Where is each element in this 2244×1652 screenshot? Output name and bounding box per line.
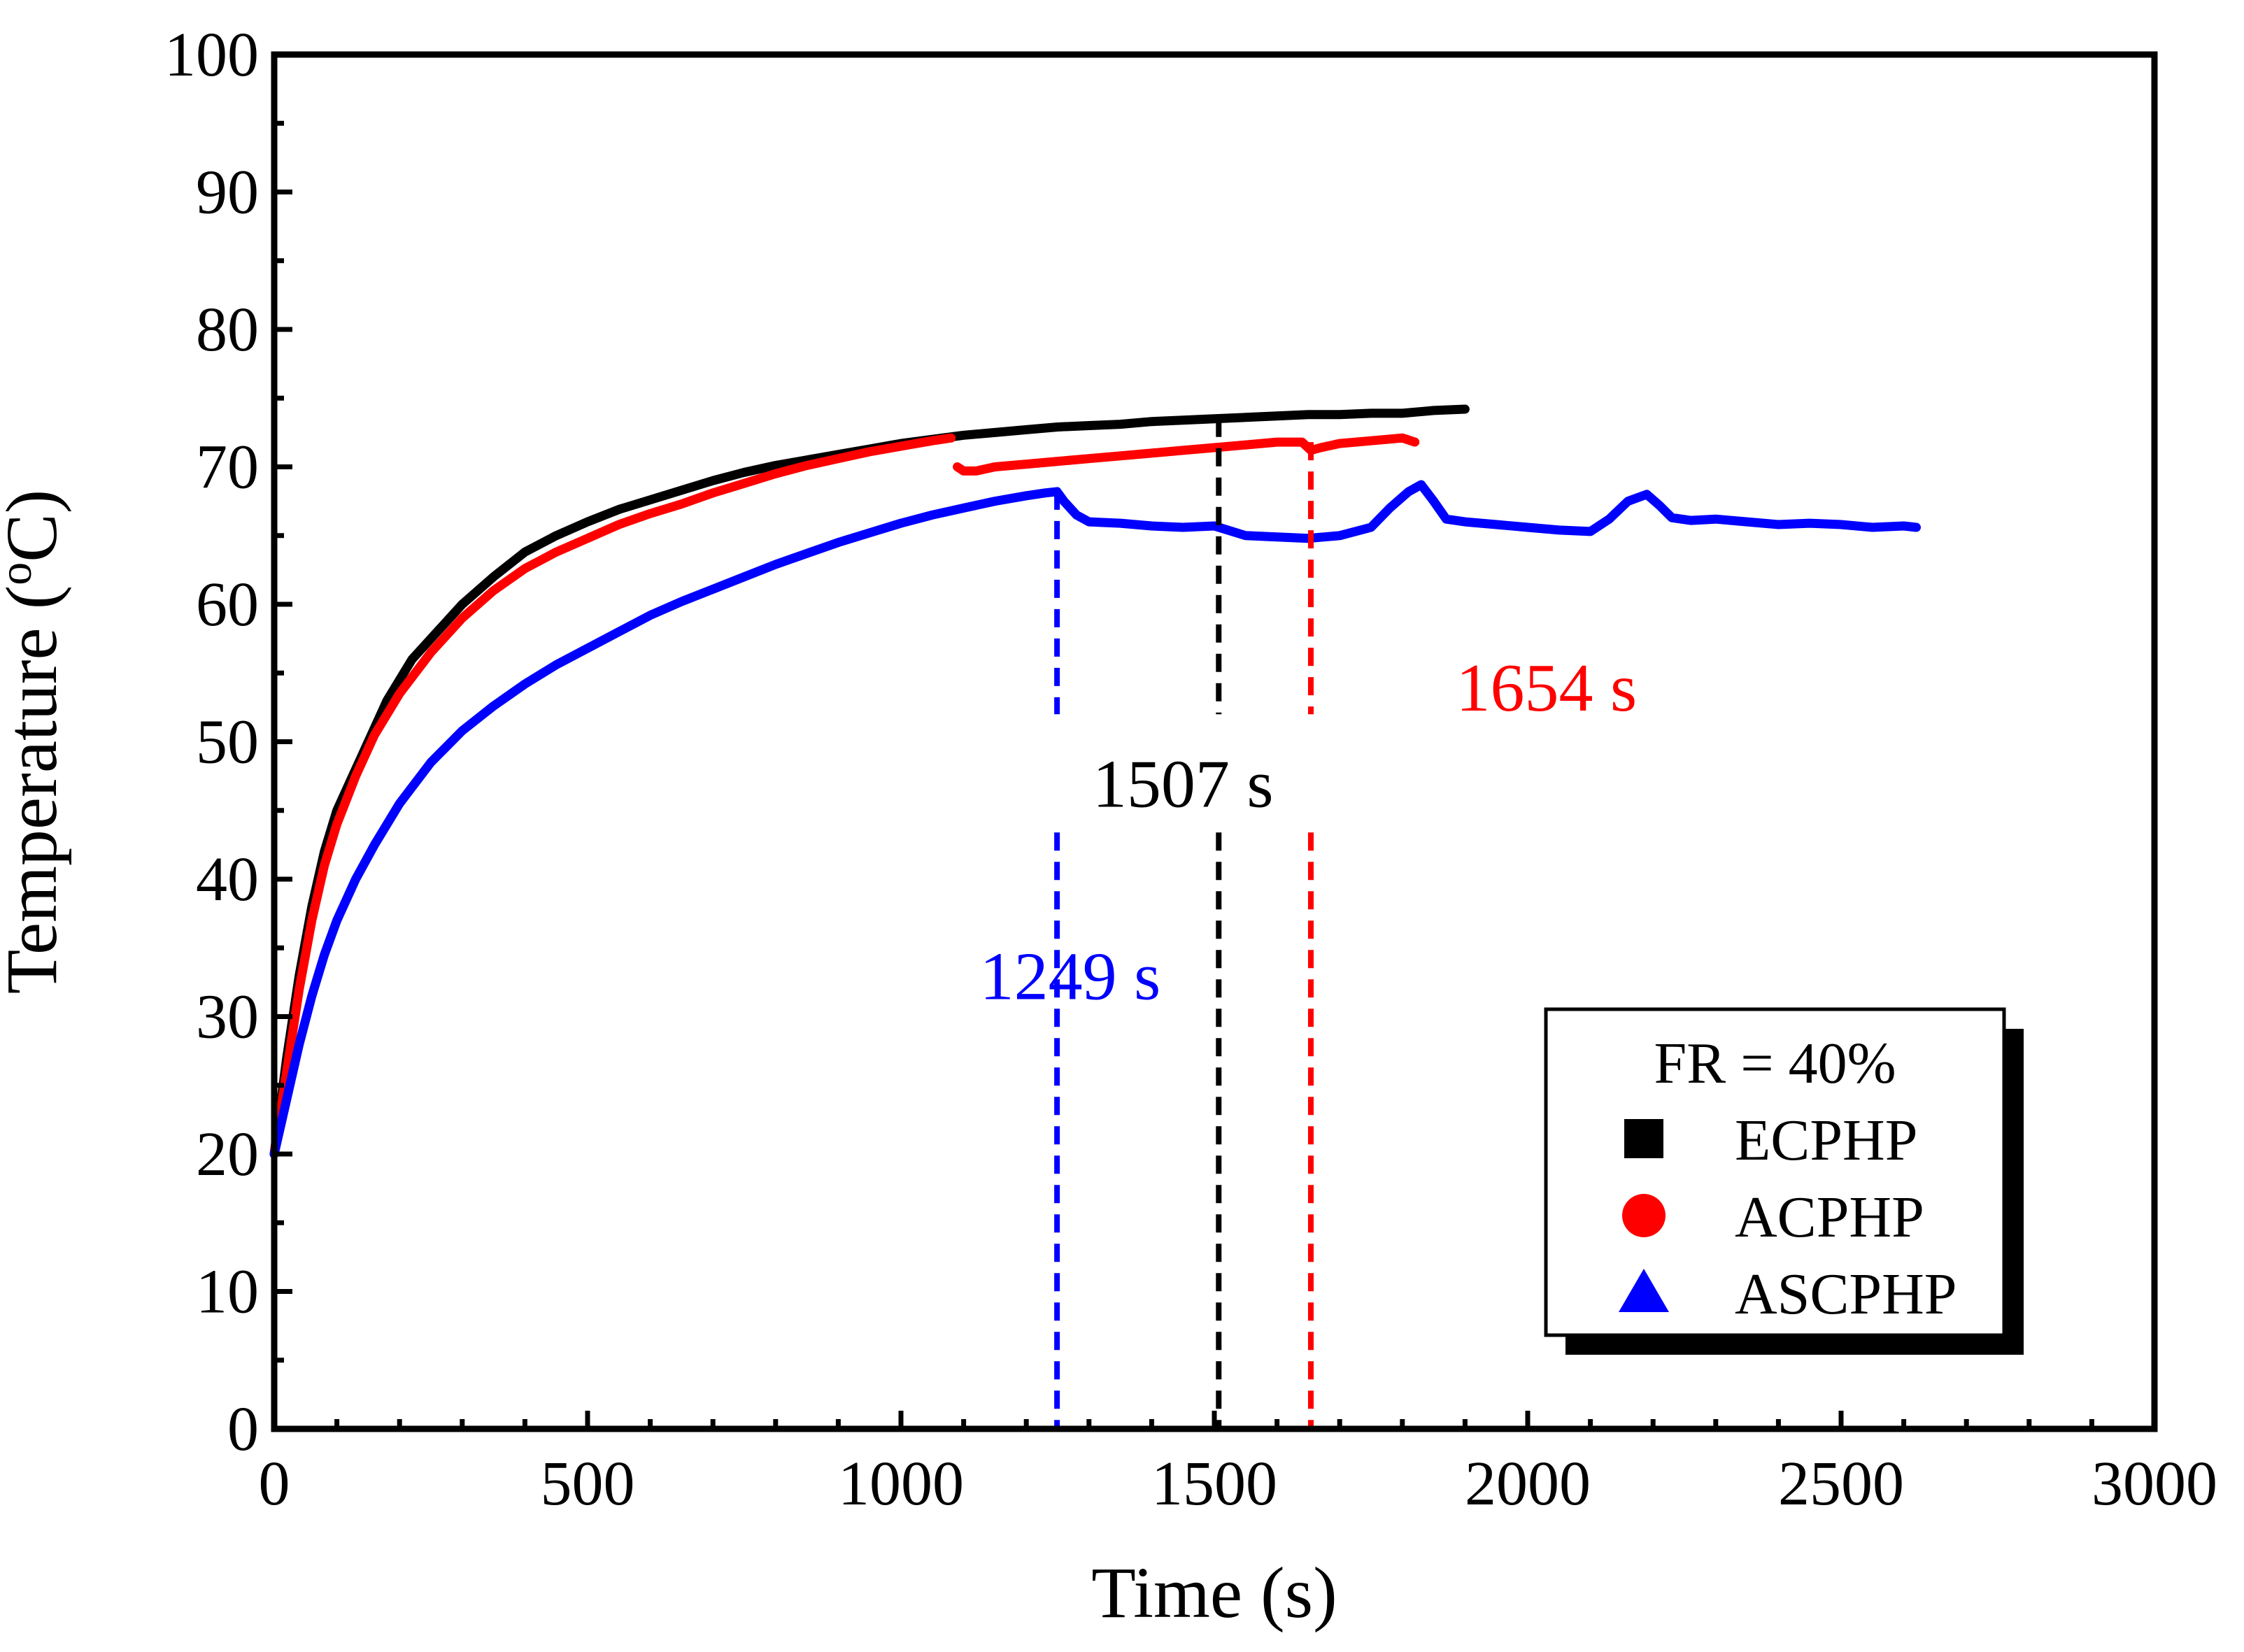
y-axis-title-start: Temperature ( [0, 585, 72, 995]
annotation-label-1654: 1654 s [1456, 650, 1638, 726]
legend-entries: ECPHP ACPHP ASCPHP [1619, 1108, 1957, 1327]
legend-title: FR = 40% [1654, 1031, 1896, 1096]
x-axis-title: Time (s) [1091, 1553, 1337, 1633]
annotation-labels: 1249 s 1507 s 1654 s [980, 650, 1638, 1015]
y-tick-label: 100 [164, 20, 259, 90]
y-tick-label: 80 [196, 295, 259, 364]
y-tick-label: 90 [196, 158, 259, 227]
series-line-acphp-seg0 [269, 433, 956, 1159]
y-tick-label: 40 [196, 845, 259, 914]
series-layer [269, 404, 1921, 1159]
x-tick-label: 2000 [1465, 1449, 1591, 1518]
y-tick-label: 50 [196, 708, 259, 777]
y-axis-title: Temperature (oC) [0, 490, 72, 995]
legend-box [1544, 1007, 2006, 1337]
series-line-ascphp-seg0 [269, 480, 1921, 1159]
x-tick-label: 0 [259, 1449, 290, 1518]
y-tick-label: 10 [196, 1258, 259, 1327]
annotation-label-1507: 1507 s [1093, 746, 1274, 822]
y-tick-label: 70 [196, 433, 259, 502]
y-tick-label: 30 [196, 983, 259, 1052]
x-tick-labels: 0 500 1000 1500 2000 2500 3000 [259, 1449, 2218, 1518]
legend-marker-square [1624, 1119, 1663, 1158]
legend-marker-triangle [1619, 1269, 1669, 1312]
x-tick-label: 2500 [1778, 1449, 1904, 1518]
legend-label: ECPHP [1735, 1108, 1917, 1173]
x-tick-label: 1500 [1151, 1449, 1277, 1518]
y-axis-title-degree: o [0, 562, 41, 585]
y-tick-labels: 0 10 20 30 40 50 60 70 80 90 100 [164, 20, 259, 1464]
legend-marker-circle [1622, 1194, 1666, 1237]
y-tick-label: 60 [196, 570, 259, 639]
x-tick-label: 500 [541, 1449, 635, 1518]
legend-label: ACPHP [1735, 1185, 1924, 1250]
annotation-label-1249: 1249 s [980, 939, 1161, 1015]
legend: FR = 40% ECPHP ACPHP ASCPHP [1544, 1007, 2024, 1355]
legend-label: ASCPHP [1735, 1262, 1957, 1327]
y-tick-label: 0 [227, 1395, 259, 1464]
series-line-acphp-seg1 [953, 433, 1420, 476]
series-line-ecphp-seg0 [269, 404, 1470, 1159]
annotation-lines [1054, 418, 1314, 1429]
axis-ticks [271, 52, 2157, 1432]
x-tick-label: 3000 [2092, 1449, 2217, 1518]
y-axis-title-end: C) [0, 490, 72, 562]
y-tick-label: 20 [196, 1120, 259, 1189]
x-tick-label: 1000 [838, 1449, 964, 1518]
